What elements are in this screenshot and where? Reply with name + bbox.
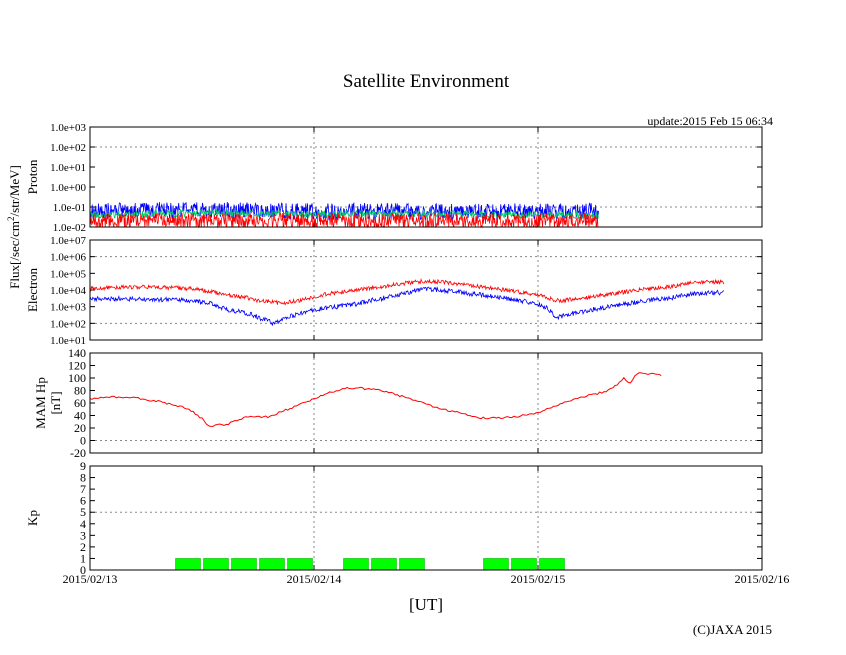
x-tick-label: 2015/02/14 — [287, 572, 342, 586]
y-tick-label: 1.0e+03 — [50, 302, 86, 314]
y-tick-label: 60 — [74, 396, 86, 410]
y-tick-label: 7 — [80, 482, 86, 496]
y-tick-label: 4 — [80, 517, 86, 531]
chart-title: Satellite Environment — [343, 71, 510, 92]
kp-bar — [539, 558, 565, 571]
kp-bar — [231, 558, 257, 571]
panel-frame — [89, 465, 763, 571]
kp-bar — [371, 558, 397, 571]
panel-electron: 1.0e+01 1.0e+02 1.0e+03 1.0e+04 1.0e+05 1.0e+… — [25, 235, 763, 347]
svg-text:Flux[/sec/cm2/str/MeV]: Flux[/sec/cm2/str/MeV] — [6, 165, 22, 289]
y-tick-label: 20 — [74, 421, 86, 435]
y-tick-label: 1.0e+00 — [50, 182, 86, 194]
series-blue-line — [89, 286, 725, 326]
y-tick-label: 0 — [80, 563, 86, 577]
panel-proton: 1.0e-02 1.0e-01 1.0e+00 1.0e+01 1.0e+02 1.0e+… — [25, 122, 763, 234]
y-tick-label: 1.0e-02 — [53, 222, 86, 234]
y-tick-label: 1.0e+01 — [50, 335, 86, 347]
flux-label-text: Flux[/sec/cm — [7, 221, 22, 289]
y-tick-label: 9 — [80, 459, 86, 473]
series-red-line — [89, 278, 725, 306]
kp-bar — [343, 558, 369, 571]
y-tick-label: 1.0e+02 — [50, 142, 86, 154]
y-tick-label: 2 — [80, 540, 86, 554]
y-tick-label: 140 — [68, 346, 86, 360]
y-tick-label: 120 — [68, 359, 86, 373]
y-tick-label: 1.0e+07 — [50, 235, 86, 247]
y-tick-label: 0 — [80, 434, 86, 448]
y-tick-label: 1.0e+05 — [50, 268, 86, 280]
flux-axis-label: Flux[/sec/cm2/str/MeV] — [6, 165, 22, 289]
y-tick-label: 1.0e+06 — [50, 252, 86, 264]
kp-bar — [287, 558, 313, 571]
y-tick-label: 1.0e+03 — [50, 122, 86, 134]
series-green-line — [89, 208, 599, 220]
y-tick-label: 1.0e+01 — [50, 162, 86, 174]
x-tick-label: 2015/02/15 — [511, 572, 566, 586]
y-tick-label: 1.0e-01 — [53, 202, 86, 214]
series-blue-line — [89, 202, 599, 221]
y-tick-label: 40 — [74, 409, 86, 423]
y-tick-label: 1 — [80, 551, 86, 565]
y-tick-label: -20 — [70, 446, 86, 460]
kp-bar — [259, 558, 285, 571]
y-tick-label: 80 — [74, 384, 86, 398]
y-tick-label: 100 — [68, 371, 86, 385]
panel-frame — [89, 239, 763, 341]
y-axis-label: Proton — [25, 159, 40, 194]
copyright: (C)JAXA 2015 — [693, 622, 772, 637]
y-axis-label: Electron — [25, 267, 40, 312]
kp-bar — [483, 558, 509, 571]
update-timestamp: update:2015 Feb 15 06:34 — [647, 114, 773, 128]
y-axis-label: Kp — [25, 510, 40, 526]
y-tick-label: 1.0e+04 — [50, 285, 86, 297]
x-tick-label: 2015/02/16 — [735, 572, 790, 586]
y-tick-label: 6 — [80, 494, 86, 508]
kp-bar — [203, 558, 229, 571]
flux-label-sup: 2 — [6, 216, 16, 221]
panel-frame — [89, 126, 763, 228]
y-tick-label: 3 — [80, 528, 86, 542]
y-axis-unit-label: [nT] — [48, 391, 63, 414]
y-tick-label: 1.0e+02 — [50, 318, 86, 330]
x-axis-label: [UT] — [409, 595, 443, 614]
x-tick-labels: 2015/02/13 2015/02/14 2015/02/15 2015/02/16 — [63, 572, 790, 586]
y-tick-label: 8 — [80, 471, 86, 485]
kp-bar — [399, 558, 425, 571]
series-hp-line — [89, 372, 662, 427]
flux-label-tail: /str/MeV] — [7, 165, 22, 216]
y-axis-label: MAM Hp — [33, 377, 48, 429]
y-tick-label: 5 — [80, 505, 86, 519]
kp-bar — [511, 558, 537, 571]
x-tick-label: 2015/02/13 — [63, 572, 118, 586]
panel-frame — [89, 352, 763, 454]
kp-bar — [175, 558, 201, 571]
